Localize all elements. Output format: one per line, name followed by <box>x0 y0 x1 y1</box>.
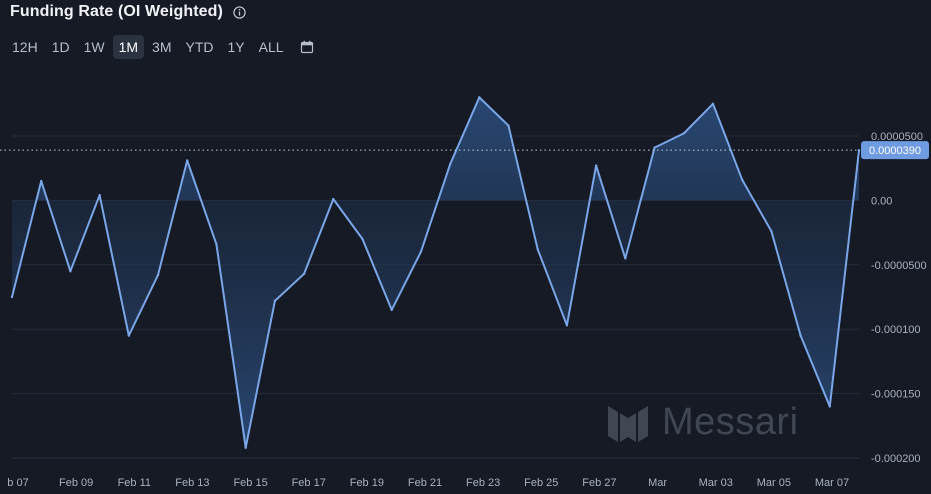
data-point <box>127 334 131 337</box>
data-point <box>828 405 831 408</box>
x-tick-label: Feb 17 <box>292 477 326 489</box>
x-tick-label: Mar 03 <box>699 477 733 489</box>
y-tick-label: -0.000100 <box>871 324 921 336</box>
x-tick-label: b 07 <box>7 477 28 489</box>
data-point <box>653 146 656 149</box>
series-line <box>11 96 860 449</box>
y-tick-label: 0.00 <box>871 195 892 207</box>
data-point <box>799 334 802 337</box>
data-point <box>711 102 715 106</box>
x-tick-label: Feb 09 <box>59 477 93 489</box>
chart-header: Funding Rate (OI Weighted) <box>10 3 246 21</box>
info-icon[interactable] <box>233 5 246 19</box>
data-point <box>390 308 393 312</box>
x-tick-label: Feb 13 <box>175 477 209 489</box>
range-1m-button[interactable]: 1M <box>112 35 145 59</box>
data-point <box>10 295 14 299</box>
y-tick-label: -0.000150 <box>871 389 921 401</box>
x-tick-label: Feb 11 <box>118 477 151 489</box>
messari-logo-icon <box>608 405 648 442</box>
data-point <box>448 163 452 166</box>
x-tick-label: Feb 23 <box>466 477 500 489</box>
data-point <box>186 159 189 162</box>
data-point <box>69 270 72 273</box>
data-point <box>98 194 101 197</box>
calendar-icon[interactable] <box>300 40 314 54</box>
y-tick-label: -0.000200 <box>871 453 921 465</box>
area-fill-positive <box>36 97 859 201</box>
data-point <box>361 237 364 241</box>
x-tick-label: Mar 05 <box>757 477 791 489</box>
time-range-selector: 12H 1D 1W 1M 3M YTD 1Y ALL <box>6 35 314 59</box>
data-point <box>478 96 481 99</box>
range-all-button[interactable]: ALL <box>253 35 290 59</box>
data-point <box>302 272 306 276</box>
x-tick-label: Mar 07 <box>815 477 849 489</box>
x-tick-label: Mar <box>648 477 667 489</box>
data-point <box>594 164 598 167</box>
range-ytd-button[interactable]: YTD <box>180 35 220 59</box>
range-3m-button[interactable]: 3M <box>146 35 177 59</box>
data-point <box>40 179 43 183</box>
data-point <box>740 178 744 181</box>
current-value-badge <box>861 141 929 160</box>
chart-title: Funding Rate (OI Weighted) <box>10 3 223 20</box>
data-point <box>565 324 569 327</box>
data-point <box>156 273 160 277</box>
data-point <box>332 197 335 201</box>
data-point <box>857 148 861 152</box>
area-fill-negative <box>12 200 859 448</box>
data-point <box>770 230 773 233</box>
x-tick-label: Feb 25 <box>524 477 558 489</box>
data-point <box>682 132 685 135</box>
range-12h-button[interactable]: 12H <box>6 35 44 59</box>
x-tick-label: Feb 21 <box>408 477 442 489</box>
data-point <box>244 446 247 449</box>
data-point <box>273 299 277 303</box>
data-point <box>215 242 218 246</box>
data-point <box>419 250 423 254</box>
range-1d-button[interactable]: 1D <box>46 35 76 59</box>
x-tick-label: Feb 27 <box>582 477 616 489</box>
messari-watermark: Messari <box>608 401 799 444</box>
range-1w-button[interactable]: 1W <box>78 35 111 59</box>
x-tick-label: Feb 15 <box>233 477 267 489</box>
data-point <box>624 257 627 260</box>
data-point <box>536 248 539 251</box>
watermark-text: Messari <box>662 401 799 443</box>
data-point <box>507 124 510 127</box>
range-1y-button[interactable]: 1Y <box>222 35 251 59</box>
y-tick-label: -0.0000500 <box>871 260 927 272</box>
x-tick-label: Feb 19 <box>350 477 384 489</box>
y-tick-label: 0.0000500 <box>871 131 923 143</box>
current-value-label: 0.0000390 <box>869 145 921 157</box>
